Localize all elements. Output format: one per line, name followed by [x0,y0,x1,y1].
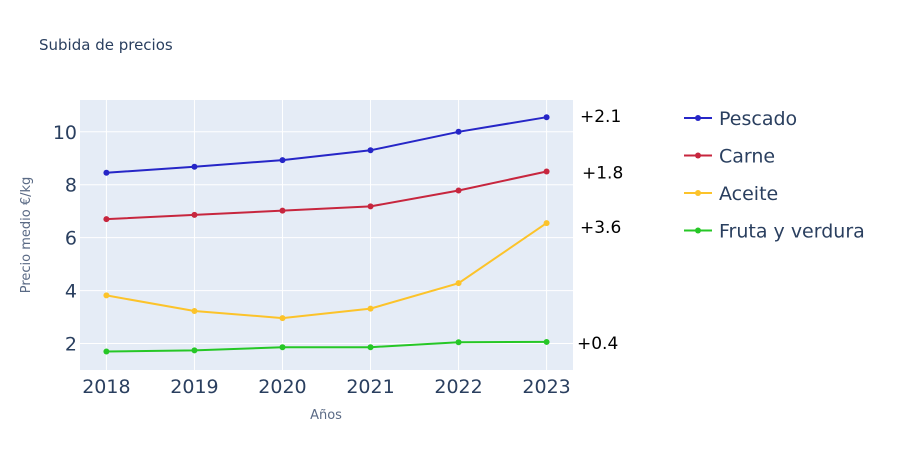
series-annotation: +2.1 [580,107,621,127]
legend-marker [695,190,701,196]
x-axis-ticks: 2018 2019 2020 2021 2022 2023 [82,376,571,398]
y-tick-label: 6 [65,228,77,250]
series-annotation: +0.4 [577,334,618,354]
series-points [103,114,550,355]
data-point [543,114,550,121]
x-axis-title: Años [310,408,342,423]
data-point [191,347,198,354]
y-tick-label: 8 [65,175,77,197]
x-tick-label: 2023 [522,376,570,398]
series-annotation: +1.8 [582,163,623,183]
legend-marker [695,115,701,121]
series-line [106,340,547,353]
data-point [103,216,110,223]
legend-label: Pescado [719,108,797,130]
data-point [367,147,374,154]
data-point [455,187,462,194]
grid [80,100,573,370]
data-point [191,307,198,314]
x-tick-label: 2018 [82,376,130,398]
data-point [367,305,374,312]
x-tick-label: 2020 [258,376,306,398]
data-point [543,168,550,175]
data-point [543,338,550,345]
data-point [191,211,198,218]
legend-item[interactable]: Carne [684,146,775,168]
plot-area [80,100,573,370]
series-annotations: +2.1 +1.8 +3.6 +0.4 [577,107,623,354]
data-point [279,207,286,214]
y-tick-label: 10 [53,122,77,144]
series-annotation: +3.6 [580,218,621,238]
data-point [367,344,374,351]
legend-item[interactable]: Aceite [684,183,778,205]
y-tick-label: 2 [65,334,77,356]
data-point [455,128,462,135]
data-point [103,169,110,176]
x-tick-label: 2019 [170,376,218,398]
y-tick-label: 4 [65,281,77,303]
x-tick-label: 2021 [346,376,394,398]
legend-marker [695,152,701,159]
legend-label: Fruta y verdura [719,221,865,243]
legend-label: Aceite [719,183,778,205]
data-point [455,339,462,346]
chart-title: Subida de precios [39,36,173,54]
data-point [279,315,286,322]
data-point [191,163,198,170]
data-point [455,280,462,287]
data-point [103,292,110,299]
data-point [367,203,374,210]
series-line [106,222,548,320]
data-point [279,344,286,351]
data-point [543,220,550,227]
series-lines [106,116,548,353]
data-point [103,348,110,355]
data-point [279,157,286,164]
x-tick-label: 2022 [434,376,482,398]
legend[interactable]: Pescado Carne Aceite Fruta y verdura [684,108,865,243]
y-axis-ticks: 2 4 6 8 10 [53,122,77,356]
y-axis-title: Precio medio €/kg [19,177,34,294]
series-line [106,116,547,174]
legend-label: Carne [719,146,775,168]
legend-item[interactable]: Fruta y verdura [684,221,865,243]
series-line [106,170,547,221]
legend-marker [695,227,701,234]
legend-item[interactable]: Pescado [684,108,797,130]
